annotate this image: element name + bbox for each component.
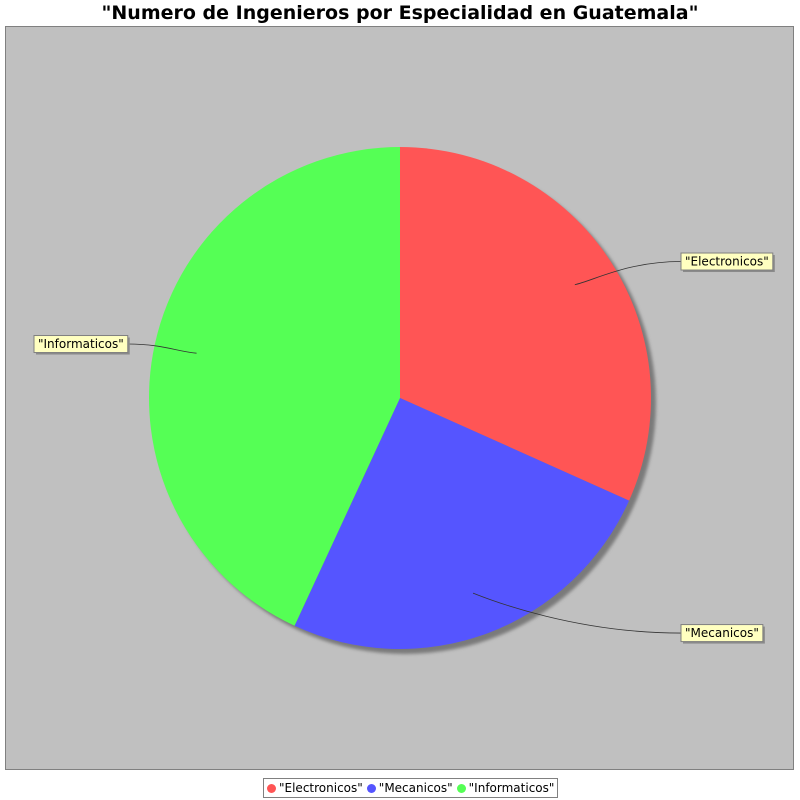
legend-label: "Informaticos" (468, 781, 555, 795)
pie-slice-electronicos (400, 147, 651, 501)
legend-item-electronicos: "Electronicos" (267, 781, 363, 795)
legend-swatch (366, 783, 376, 793)
legend-swatch (456, 783, 466, 793)
slice-label-informaticos: "Informaticos" (33, 335, 130, 355)
legend-label: "Electronicos" (279, 781, 363, 795)
legend: "Electronicos" "Mecanicos" "Informaticos… (263, 778, 559, 798)
slice-label-electronicos: "Electronicos" (680, 252, 775, 273)
label-link-electronicos (574, 261, 682, 286)
slice-label-mecanicos: "Mecanicos" (680, 624, 765, 644)
chart-title: "Numero de Ingenieros por Especialidad e… (101, 2, 699, 24)
legend-item-mecanicos: "Mecanicos" (366, 781, 453, 795)
pie-slice-informaticos (149, 147, 400, 626)
legend-label: "Mecanicos" (378, 781, 453, 795)
slice-label-text: "Informaticos" (38, 337, 124, 351)
label-link-mecanicos (472, 592, 682, 634)
slice-label-box (680, 252, 774, 271)
legend-swatch (267, 783, 276, 793)
slice-label-box (33, 335, 129, 354)
slice-label-text: "Mecanicos" (685, 626, 759, 640)
pie-slice-mecanicos (294, 398, 630, 649)
label-link-informaticos (127, 343, 197, 354)
legend-item-informaticos: "Informaticos" (456, 781, 555, 795)
slice-label-box (680, 624, 764, 643)
slice-label-text: "Electronicos" (685, 255, 769, 269)
